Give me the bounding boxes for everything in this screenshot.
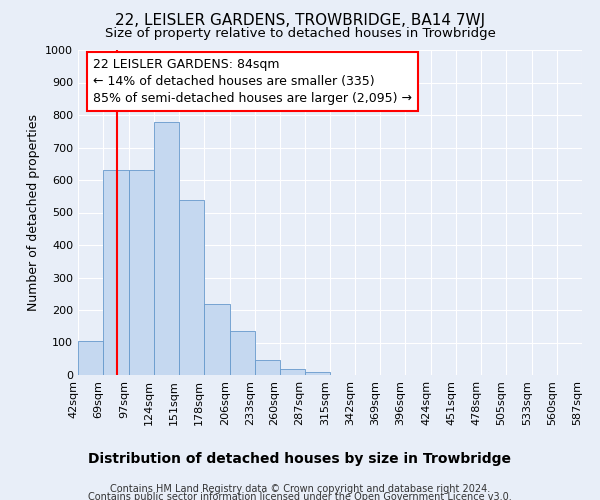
Bar [204, 304, 230, 375]
Text: 22, LEISLER GARDENS, TROWBRIDGE, BA14 7WJ: 22, LEISLER GARDENS, TROWBRIDGE, BA14 7W… [115, 12, 485, 28]
Text: Distribution of detached houses by size in Trowbridge: Distribution of detached houses by size … [89, 452, 511, 466]
Bar [230, 331, 254, 375]
Bar [179, 200, 204, 375]
Bar [280, 368, 305, 375]
Text: 22 LEISLER GARDENS: 84sqm
← 14% of detached houses are smaller (335)
85% of semi: 22 LEISLER GARDENS: 84sqm ← 14% of detac… [93, 58, 412, 105]
Bar [305, 372, 331, 375]
Text: Contains public sector information licensed under the Open Government Licence v3: Contains public sector information licen… [88, 492, 512, 500]
Text: Contains HM Land Registry data © Crown copyright and database right 2024.: Contains HM Land Registry data © Crown c… [110, 484, 490, 494]
Bar [78, 341, 103, 375]
Bar [254, 360, 280, 375]
Y-axis label: Number of detached properties: Number of detached properties [26, 114, 40, 311]
Bar [103, 170, 129, 375]
Bar [154, 122, 179, 375]
Bar [129, 170, 154, 375]
Text: Size of property relative to detached houses in Trowbridge: Size of property relative to detached ho… [104, 28, 496, 40]
